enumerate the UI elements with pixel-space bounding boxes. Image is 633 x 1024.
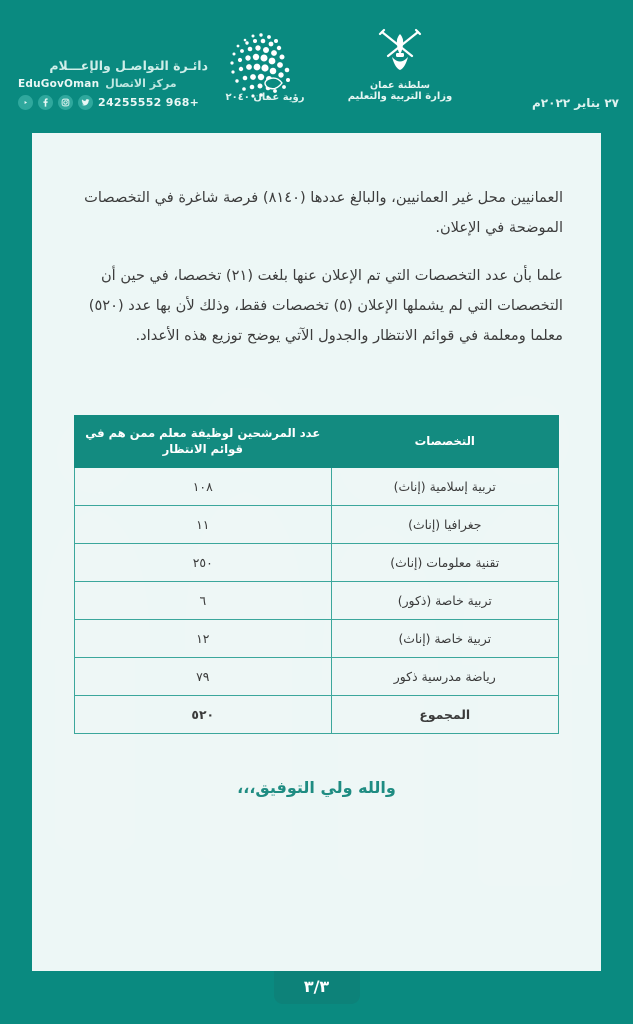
table-body: تربية إسلامية (إناث) ١٠٨ جغرافيا (إناث) … — [74, 467, 560, 735]
closing-statement: والله ولي التوفيق،،، — [237, 778, 396, 798]
cell-count: ٢٥٠ — [74, 543, 332, 583]
paragraph-2: علما بأن عدد التخصصات التي تم الإعلان عن… — [88, 266, 563, 344]
ministry-emblem-block: سلطنة عمان وزارة التربية والتعليم — [345, 24, 455, 119]
table-header-row: التخصصات عدد المرشحين لوظيفة معلم ممن هم… — [74, 414, 560, 469]
cell-specialization: تقنية معلومات (إناث) — [330, 543, 560, 583]
contact-center-row: مركز الاتصال EduGovOman — [18, 77, 208, 90]
table-row: جغرافيا (إناث) ١١ — [74, 505, 560, 545]
page-header: دائـرة التواصـل والإعـــلام مركز الاتصال… — [0, 0, 633, 133]
cell-specialization: رياضة مدرسية ذكور — [330, 657, 560, 697]
facebook-icon[interactable] — [38, 95, 53, 110]
cell-count-total: ٥٢٠ — [74, 695, 332, 735]
table-row: تربية خاصة (ذكور) ٦ — [74, 581, 560, 621]
table-row: تربية خاصة (إناث) ١٢ — [74, 619, 560, 659]
content-card: العمانيين محل غير العمانيين، والبالغ عدد… — [32, 133, 601, 971]
cell-count: ٦ — [74, 581, 332, 621]
department-name: دائـرة التواصـل والإعـــلام — [49, 58, 208, 73]
column-header-specialization: التخصصات — [330, 414, 560, 469]
waiting-lists-table-wrapper: التخصصات عدد المرشحين لوظيفة معلم ممن هم… — [74, 414, 560, 735]
announcement-body: العمانيين محل غير العمانيين، والبالغ عدد… — [32, 183, 601, 351]
paragraph-1: العمانيين محل غير العمانيين، والبالغ عدد… — [84, 189, 563, 236]
contact-center-label-ar: مركز الاتصال — [105, 77, 177, 90]
social-and-phone-row: +968 24255552 — [18, 95, 208, 110]
youtube-icon[interactable] — [18, 95, 33, 110]
table-row: تربية إسلامية (إناث) ١٠٨ — [74, 467, 560, 507]
cell-specialization: تربية خاصة (ذكور) — [330, 581, 560, 621]
table-row-total: المجموع ٥٢٠ — [74, 695, 560, 735]
cell-specialization: جغرافيا (إناث) — [330, 505, 560, 545]
cell-count: ١١ — [74, 505, 332, 545]
cell-count: ٧٩ — [74, 657, 332, 697]
column-header-count: عدد المرشحين لوظيفة معلم ممن هم في قوائم… — [74, 414, 332, 469]
cell-count: ١٠٨ — [74, 467, 332, 507]
twitter-icon[interactable] — [78, 95, 93, 110]
cell-specialization-total: المجموع — [330, 695, 560, 735]
ministry-country-name: سلطنة عمان — [370, 80, 430, 91]
cell-specialization: تربية خاصة (إناث) — [330, 619, 560, 659]
page-number-badge: ٣/٣ — [273, 971, 360, 1004]
table-row: رياضة مدرسية ذكور ٧٩ — [74, 657, 560, 697]
media-department-block: دائـرة التواصـل والإعـــلام مركز الاتصال… — [18, 58, 208, 110]
contact-phone-number: +968 24255552 — [98, 96, 200, 109]
oman-vision-2040-logo — [230, 33, 290, 99]
publication-date: ٢٧ يناير ٢٠٢٢م — [532, 96, 619, 110]
ministry-name: وزارة التربية والتعليم — [347, 91, 453, 102]
oman-national-emblem-icon — [378, 28, 422, 70]
cell-specialization: تربية إسلامية (إناث) — [330, 467, 560, 507]
table-row: تقنية معلومات (إناث) ٢٥٠ — [74, 543, 560, 583]
vision-logo-caption: رؤية عمان ٢٠٤٠ — [225, 92, 305, 103]
contact-center-label-en: EduGovOman — [18, 77, 100, 90]
waiting-lists-table: التخصصات عدد المرشحين لوظيفة معلم ممن هم… — [74, 414, 560, 735]
table-head: التخصصات عدد المرشحين لوظيفة معلم ممن هم… — [74, 414, 560, 469]
cell-count: ١٢ — [74, 619, 332, 659]
instagram-icon[interactable] — [58, 95, 73, 110]
